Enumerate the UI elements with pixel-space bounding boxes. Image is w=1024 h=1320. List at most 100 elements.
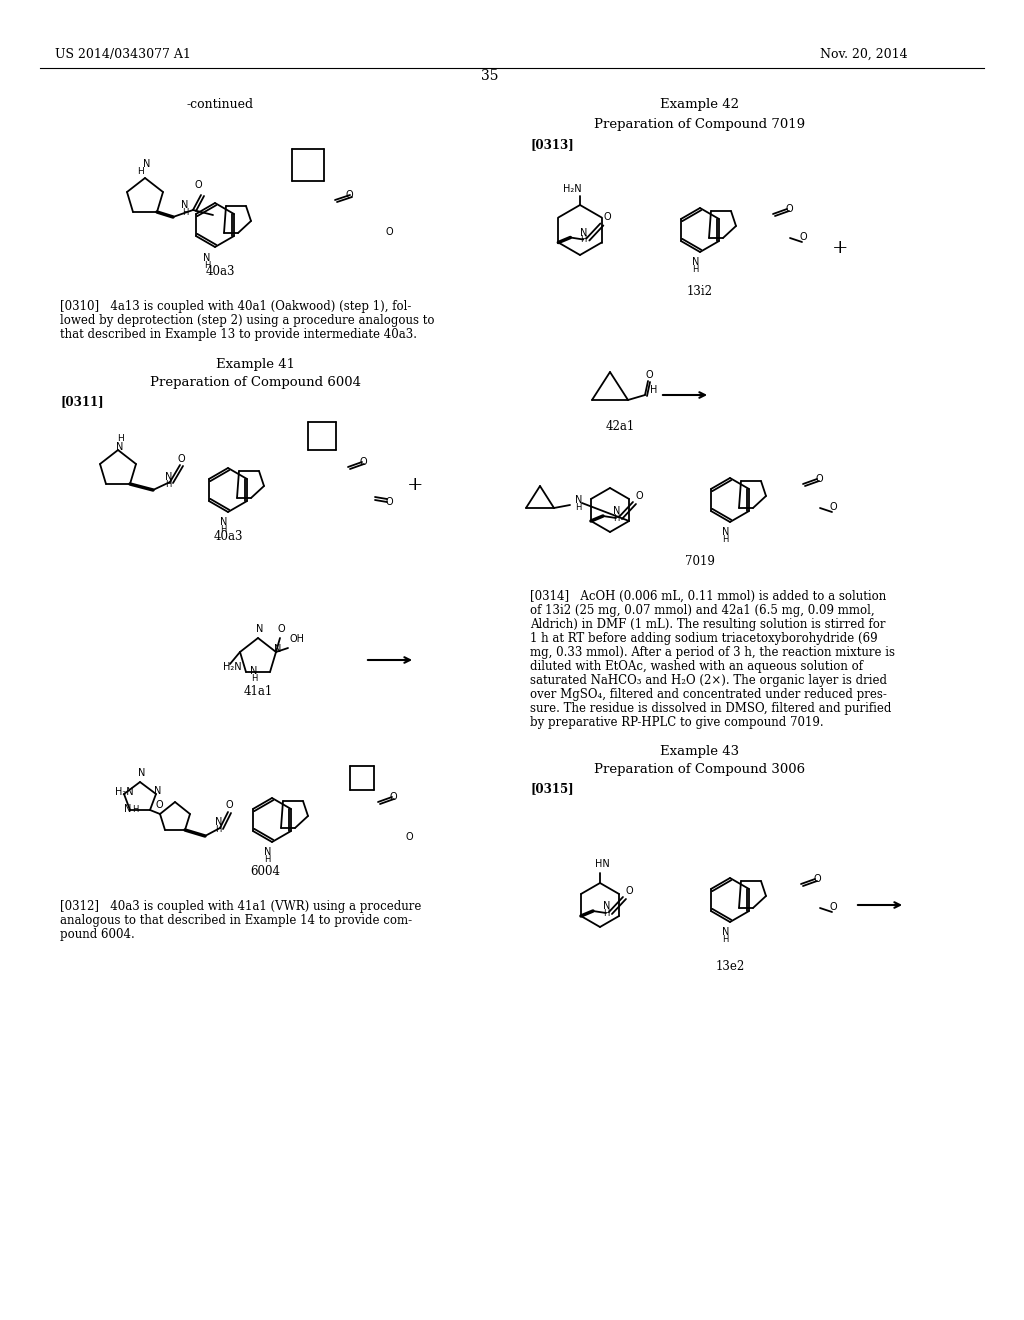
Text: H₂N: H₂N [562,183,582,194]
Text: 7019: 7019 [685,554,715,568]
Text: H: H [117,434,123,444]
Text: N: N [256,624,264,634]
Text: 40a3: 40a3 [213,531,243,543]
Text: 1 h at RT before adding sodium triacetoxyborohydride (69: 1 h at RT before adding sodium triacetox… [530,632,878,645]
Text: H: H [581,235,587,244]
Text: lowed by deprotection (step 2) using a procedure analogous to: lowed by deprotection (step 2) using a p… [60,314,434,327]
Text: [0313]: [0313] [530,139,573,150]
Text: analogous to that described in Example 14 to provide com-: analogous to that described in Example 1… [60,913,412,927]
Text: 42a1: 42a1 [605,420,635,433]
Text: N: N [250,667,258,676]
Text: that described in Example 13 to provide intermediate 40a3.: that described in Example 13 to provide … [60,327,417,341]
Text: H: H [692,265,698,275]
Text: over MgSO₄, filtered and concentrated under reduced pres-: over MgSO₄, filtered and concentrated un… [530,688,887,701]
Text: N: N [220,517,227,527]
Text: N: N [722,527,729,537]
Text: 6004: 6004 [250,865,280,878]
Text: N: N [155,785,162,796]
Text: N: N [204,253,211,263]
Text: Aldrich) in DMF (1 mL). The resulting solution is stirred for: Aldrich) in DMF (1 mL). The resulting so… [530,618,886,631]
Text: N: N [692,257,699,267]
Text: O: O [225,800,232,810]
Text: N: N [215,817,222,828]
Text: H: H [220,525,226,535]
Text: O: O [626,886,634,896]
Text: O: O [636,491,643,502]
Text: +: + [831,239,848,257]
Text: US 2014/0343077 A1: US 2014/0343077 A1 [55,48,190,61]
Text: N: N [613,506,621,516]
Text: H: H [264,855,270,865]
Text: [0315]: [0315] [530,781,573,795]
Text: pound 6004.: pound 6004. [60,928,135,941]
Text: mg, 0.33 mmol). After a period of 3 h, the reaction mixture is: mg, 0.33 mmol). After a period of 3 h, t… [530,645,895,659]
Text: O: O [177,454,184,465]
Text: O: O [830,902,838,912]
Text: [0314]   AcOH (0.006 mL, 0.11 mmol) is added to a solution: [0314] AcOH (0.006 mL, 0.11 mmol) is add… [530,590,886,603]
Text: Preparation of Compound 6004: Preparation of Compound 6004 [150,376,360,389]
Text: Example 43: Example 43 [660,744,739,758]
Text: H: H [251,675,257,682]
Text: by preparative RP-HPLC to give compound 7019.: by preparative RP-HPLC to give compound … [530,715,823,729]
Text: O: O [406,832,413,842]
Text: O: O [646,370,653,380]
Text: N: N [274,644,282,653]
Text: N: N [117,442,124,451]
Text: H₂N: H₂N [115,787,133,797]
Text: O: O [603,213,611,223]
Text: O: O [385,498,392,507]
Text: [0311]: [0311] [60,395,103,408]
Text: 40a3: 40a3 [205,265,234,279]
Text: H: H [136,168,143,176]
Text: 35: 35 [481,69,499,83]
Text: H: H [575,503,582,512]
Text: 41a1: 41a1 [244,685,272,698]
Text: H: H [603,909,609,917]
Text: -continued: -continued [186,98,254,111]
Text: O: O [785,205,793,214]
Text: O: O [360,457,368,467]
Text: Preparation of Compound 3006: Preparation of Compound 3006 [595,763,806,776]
Text: sure. The residue is dissolved in DMSO, filtered and purified: sure. The residue is dissolved in DMSO, … [530,702,891,715]
Text: O: O [155,800,163,810]
Text: N: N [722,927,729,937]
Text: of 13i2 (25 mg, 0.07 mmol) and 42a1 (6.5 mg, 0.09 mmol,: of 13i2 (25 mg, 0.07 mmol) and 42a1 (6.5… [530,605,874,616]
Text: O: O [800,232,808,242]
Text: N: N [165,473,172,482]
Text: OH: OH [290,634,305,644]
Text: N: N [575,495,583,506]
Text: HN: HN [595,859,609,869]
Text: O: O [813,874,820,884]
Text: H: H [613,513,620,523]
Text: O: O [390,792,397,803]
Text: N: N [181,201,188,210]
Text: N: N [581,227,588,238]
Text: H: H [215,825,221,834]
Text: O: O [195,180,202,190]
Text: N: N [603,902,610,911]
Text: H: H [182,209,188,216]
Text: O: O [385,227,392,238]
Text: N: N [264,847,271,857]
Text: H: H [165,480,171,488]
Text: 13i2: 13i2 [687,285,713,298]
Text: N: N [124,804,132,814]
Text: [0310]   4a13 is coupled with 40a1 (Oakwood) (step 1), fol-: [0310] 4a13 is coupled with 40a1 (Oakwoo… [60,300,412,313]
Text: H: H [722,935,728,944]
Text: O: O [830,502,838,512]
Text: [0312]   40a3 is coupled with 41a1 (VWR) using a procedure: [0312] 40a3 is coupled with 41a1 (VWR) u… [60,900,421,913]
Text: H: H [132,805,138,814]
Text: N: N [143,158,151,169]
Text: Preparation of Compound 7019: Preparation of Compound 7019 [595,117,806,131]
Text: diluted with EtOAc, washed with an aqueous solution of: diluted with EtOAc, washed with an aqueo… [530,660,863,673]
Text: H₂N: H₂N [223,663,242,672]
Text: H: H [204,261,210,271]
Text: +: + [407,477,423,494]
Text: N: N [138,768,145,777]
Text: Example 42: Example 42 [660,98,739,111]
Text: 13e2: 13e2 [716,960,744,973]
Text: O: O [815,474,822,484]
Text: O: O [278,624,286,634]
Text: Nov. 20, 2014: Nov. 20, 2014 [820,48,907,61]
Text: H: H [722,535,728,544]
